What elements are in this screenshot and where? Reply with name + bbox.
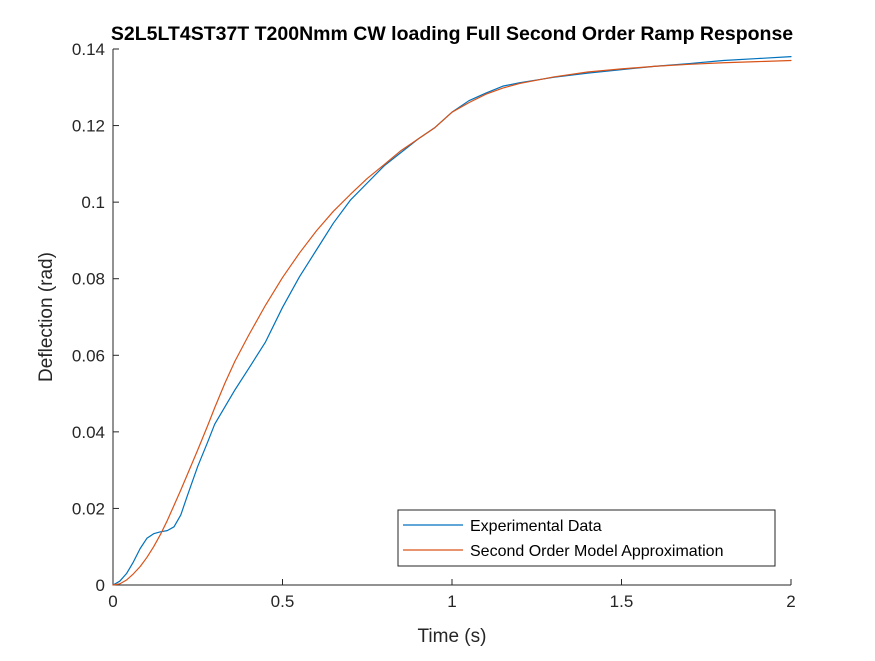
y-tick-label: 0.06 xyxy=(72,346,105,365)
chart-title: S2L5LT4ST37T T200Nmm CW loading Full Sec… xyxy=(111,23,793,45)
y-tick-label: 0.04 xyxy=(72,423,105,442)
x-axis-label: Time (s) xyxy=(418,626,487,647)
x-tick-label: 2 xyxy=(786,592,795,611)
x-ticks: 0 0.5 1 1.5 2 xyxy=(108,579,796,611)
legend-label-second-order-model: Second Order Model Approximation xyxy=(470,543,723,560)
x-tick-label: 0.5 xyxy=(271,592,295,611)
x-tick-label: 1.5 xyxy=(610,592,634,611)
plot-lines xyxy=(112,56,792,586)
y-tick-label: 0.14 xyxy=(72,40,105,59)
legend: Experimental Data Second Order Model App… xyxy=(397,509,776,567)
x-tick-label: 0 xyxy=(108,592,117,611)
y-tick-label: 0.12 xyxy=(72,117,105,136)
y-tick-label: 0.08 xyxy=(72,270,105,289)
series-line-second-order-model xyxy=(112,59,792,586)
y-tick-label: 0 xyxy=(96,576,105,595)
y-ticks: 0 0.02 0.04 0.06 0.08 0.1 0.12 0.14 xyxy=(72,40,119,595)
legend-label-experimental-data: Experimental Data xyxy=(470,518,602,535)
y-tick-label: 0.02 xyxy=(72,499,105,518)
y-axis-label: Deflection (rad) xyxy=(36,252,57,382)
legend-box xyxy=(397,509,776,567)
axes: 0 0.5 1 1.5 2 0 0.02 0.04 0.06 0.08 0.1 0.12 0.14 xyxy=(72,40,796,611)
y-tick-label: 0.1 xyxy=(81,193,105,212)
series-line-experimental-data xyxy=(112,56,792,586)
x-tick-label: 1 xyxy=(447,592,456,611)
